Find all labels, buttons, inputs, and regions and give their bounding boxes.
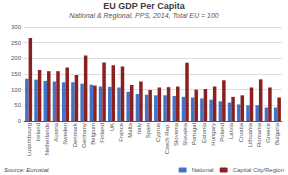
svg-text:Luxembourg: Luxembourg <box>26 123 32 156</box>
svg-text:Slovakia: Slovakia <box>182 122 188 145</box>
svg-text:Czech Rep.: Czech Rep. <box>164 123 170 155</box>
svg-text:Croatia: Croatia <box>238 122 244 142</box>
svg-text:Romania: Romania <box>256 122 262 147</box>
svg-text:Belgium: Belgium <box>90 123 96 145</box>
svg-text:Netherlands: Netherlands <box>44 123 50 155</box>
svg-text:Sweden: Sweden <box>62 123 68 145</box>
svg-text:Poland: Poland <box>219 123 225 142</box>
svg-text:Malta: Malta <box>127 122 133 137</box>
svg-text:Austria: Austria <box>53 122 59 141</box>
svg-text:250: 250 <box>11 40 22 46</box>
svg-text:Finland: Finland <box>99 123 105 143</box>
svg-text:Germany: Germany <box>81 123 87 148</box>
svg-text:Portugal: Portugal <box>191 123 197 145</box>
svg-text:National & Regional, PPS, 2014: National & Regional, PPS, 2014, Total EU… <box>69 12 218 20</box>
svg-text:Greece: Greece <box>265 122 271 142</box>
svg-text:100: 100 <box>11 87 22 93</box>
svg-text:300: 300 <box>11 24 22 30</box>
svg-text:Source: Eurostat: Source: Eurostat <box>4 167 49 173</box>
svg-text:Slovenia: Slovenia <box>173 122 179 146</box>
svg-text:EU GDP Per Capita: EU GDP Per Capita <box>103 1 185 11</box>
svg-text:200: 200 <box>11 55 22 61</box>
svg-text:Lithuania: Lithuania <box>247 122 253 147</box>
svg-text:Hungary: Hungary <box>210 123 216 146</box>
svg-text:UK: UK <box>109 123 115 131</box>
svg-text:Spain: Spain <box>145 123 151 138</box>
svg-text:Italy: Italy <box>136 123 142 134</box>
svg-text:Denmark: Denmark <box>72 122 78 147</box>
svg-text:Ireland: Ireland <box>35 123 41 141</box>
svg-text:Estonia: Estonia <box>201 122 207 143</box>
svg-text:0: 0 <box>18 118 22 124</box>
svg-text:150: 150 <box>11 71 22 77</box>
svg-text:France: France <box>118 122 124 141</box>
svg-text:Capital City/Region: Capital City/Region <box>233 167 284 173</box>
svg-text:50: 50 <box>14 102 21 108</box>
svg-text:National: National <box>192 167 214 173</box>
svg-text:Cyprus: Cyprus <box>155 123 161 142</box>
svg-text:Bulgaria: Bulgaria <box>274 122 280 145</box>
svg-text:Latvia: Latvia <box>228 122 234 139</box>
